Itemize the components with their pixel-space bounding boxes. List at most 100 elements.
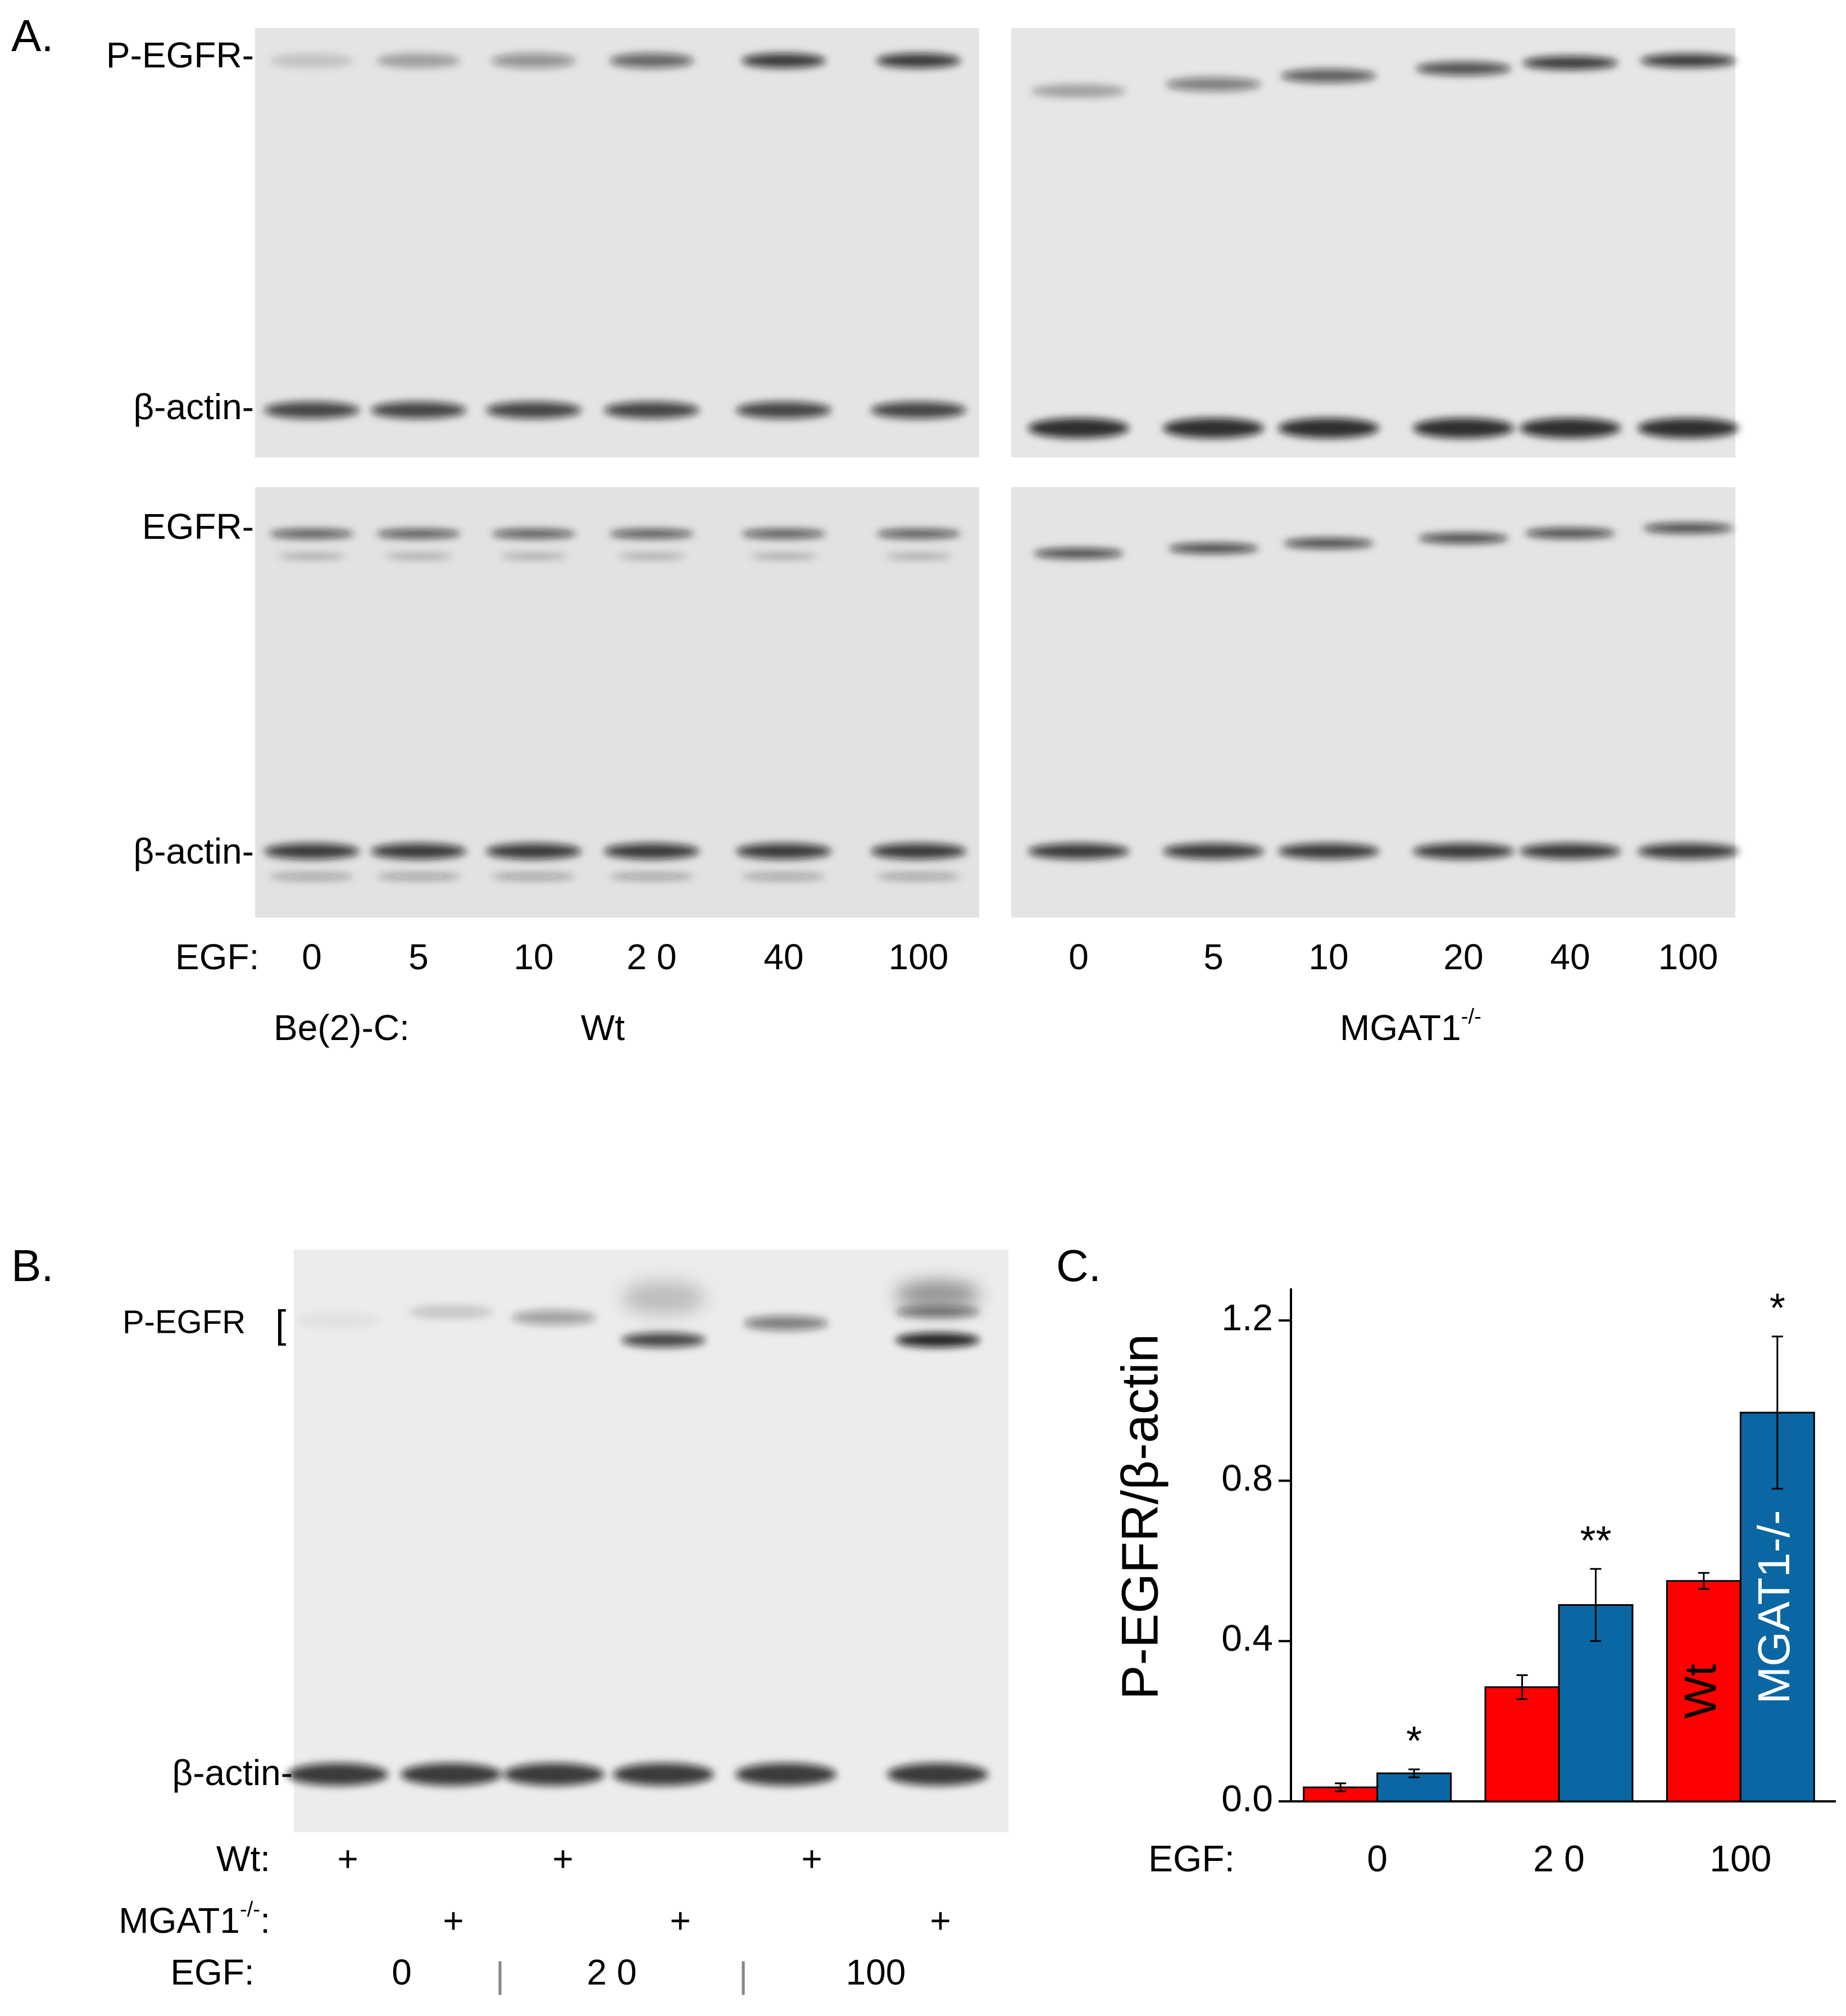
dose-label: 40 bbox=[1550, 937, 1590, 977]
blot-band bbox=[750, 553, 817, 559]
blot-band bbox=[1034, 548, 1124, 559]
genotype-label: MGAT1-/- bbox=[1340, 1005, 1481, 1048]
bracket: [ bbox=[275, 1302, 286, 1346]
blot-band bbox=[895, 1333, 980, 1347]
separator: | bbox=[495, 1955, 505, 1995]
blot-band bbox=[1031, 84, 1126, 98]
blot-band bbox=[376, 873, 461, 880]
dose-label: 40 bbox=[763, 937, 803, 977]
dose-label: 0 bbox=[1069, 937, 1089, 977]
blot-band bbox=[409, 1305, 493, 1319]
bar bbox=[1484, 1686, 1560, 1802]
plus-mark: + bbox=[670, 1900, 690, 1941]
blot-band bbox=[512, 1310, 596, 1325]
significance-label: ** bbox=[1580, 1518, 1611, 1563]
blot-membrane bbox=[255, 28, 979, 457]
blot-band bbox=[735, 1763, 836, 1786]
blot-band bbox=[1413, 418, 1514, 438]
bar bbox=[1666, 1580, 1742, 1802]
blot-label: P-EGFR- bbox=[106, 35, 254, 75]
blot-band bbox=[1281, 69, 1376, 83]
blot-band bbox=[371, 843, 466, 859]
label-superscript: -/- bbox=[1461, 1005, 1481, 1029]
blot-band bbox=[1643, 523, 1733, 533]
blot-membrane bbox=[1011, 487, 1735, 918]
x-axis-label: EGF: bbox=[1148, 1837, 1235, 1879]
blot-band bbox=[486, 402, 581, 419]
blot-band bbox=[610, 53, 694, 68]
blot-band bbox=[492, 53, 576, 68]
dose-label: 2 0 bbox=[627, 937, 677, 977]
legend-label: MGAT1-/- bbox=[1749, 1510, 1799, 1704]
blot-band bbox=[1638, 418, 1739, 438]
blot-band bbox=[1525, 528, 1615, 538]
blot-band bbox=[1028, 418, 1129, 438]
dose-label: 100 bbox=[889, 937, 949, 977]
label-base: MGAT1 bbox=[1340, 1007, 1461, 1048]
blot-band bbox=[1413, 843, 1514, 859]
dose-label: 10 bbox=[513, 937, 553, 977]
blot-label: β-actin- bbox=[172, 1752, 293, 1793]
blot-band bbox=[1168, 543, 1258, 553]
row-label: EGF: bbox=[170, 1952, 254, 1992]
genotype-label: Wt bbox=[581, 1007, 625, 1048]
panel-label: A. bbox=[11, 11, 54, 61]
blot-band bbox=[621, 1333, 706, 1347]
row-label: MGAT1-/-: bbox=[119, 1897, 270, 1941]
error-bar bbox=[1335, 1782, 1347, 1792]
y-tick-label: 0.8 bbox=[1221, 1457, 1273, 1499]
x-tick-label: 0 bbox=[1367, 1837, 1388, 1879]
separator: | bbox=[739, 1955, 748, 1995]
dose-label: 10 bbox=[1308, 937, 1348, 977]
plus-mark: + bbox=[801, 1838, 822, 1879]
blot-band bbox=[1278, 843, 1379, 859]
blot-band bbox=[742, 529, 826, 538]
dose-label: 20 bbox=[1443, 937, 1483, 977]
legend-label: Wt bbox=[1675, 1664, 1725, 1719]
error-bar bbox=[1408, 1768, 1420, 1778]
y-axis-label: P-EGFR/β-actin bbox=[1111, 1334, 1168, 1700]
blot-band bbox=[486, 843, 581, 859]
plus-mark: + bbox=[337, 1838, 358, 1879]
blot-band bbox=[742, 53, 826, 68]
blot-band bbox=[736, 843, 831, 859]
blot-band bbox=[1640, 54, 1736, 67]
y-tick-label: 0.0 bbox=[1221, 1777, 1273, 1819]
blot-band bbox=[621, 1281, 706, 1315]
blot-label: β-actin- bbox=[133, 387, 254, 427]
blot-band bbox=[278, 553, 345, 559]
label-superscript: -/- bbox=[240, 1897, 260, 1922]
blot-band bbox=[385, 553, 452, 559]
blot-band bbox=[295, 1313, 380, 1328]
x-tick-label: 2 0 bbox=[1533, 1837, 1585, 1879]
blot-band bbox=[503, 1763, 604, 1786]
blot-band bbox=[492, 529, 576, 538]
blot-band bbox=[376, 53, 461, 68]
blot-band bbox=[1028, 843, 1129, 859]
row-label: Wt: bbox=[216, 1838, 270, 1879]
blot-band bbox=[871, 402, 966, 419]
blot-label: P-EGFR bbox=[122, 1304, 245, 1340]
dose-label: 100 bbox=[1658, 937, 1718, 977]
blot-membrane bbox=[1011, 28, 1735, 457]
dose-label: 5 bbox=[1203, 937, 1224, 977]
blot-membrane bbox=[255, 487, 979, 918]
blot-band bbox=[876, 529, 961, 538]
blot-band bbox=[1163, 843, 1264, 859]
blot-band bbox=[604, 843, 699, 859]
plus-mark: + bbox=[443, 1900, 463, 1941]
blot-band bbox=[887, 1763, 988, 1786]
blot-band bbox=[376, 529, 461, 538]
blot-band bbox=[1163, 418, 1264, 438]
y-tick-label: 0.4 bbox=[1221, 1617, 1273, 1659]
blot-band bbox=[885, 553, 952, 559]
error-bar bbox=[1698, 1572, 1709, 1590]
label-base: MGAT1 bbox=[119, 1900, 240, 1941]
error-bar bbox=[1590, 1568, 1602, 1642]
blot-band bbox=[287, 1763, 388, 1786]
blot-band bbox=[270, 53, 354, 68]
blot-band bbox=[1418, 533, 1508, 543]
blot-band bbox=[876, 873, 961, 880]
dose-label: 0 bbox=[302, 937, 322, 977]
blot-band bbox=[270, 873, 354, 880]
